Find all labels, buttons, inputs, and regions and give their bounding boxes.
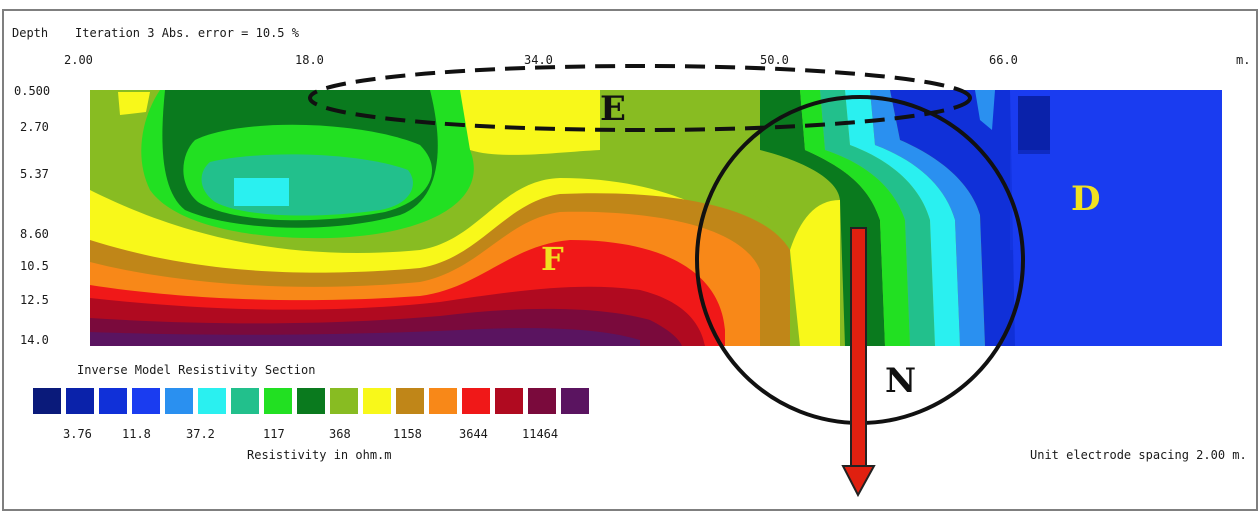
x-tick-label: 34.0 [524, 53, 553, 67]
legend-label: 117 [263, 427, 285, 441]
legend-swatch [297, 388, 325, 414]
contour-yellow-patch [118, 92, 150, 115]
x-axis-ticks: 2.00 18.0 34.0 50.0 66.0 [64, 53, 1018, 67]
legend-unit-label: Resistivity in ohm.m [247, 448, 392, 462]
annotation-d: D [1071, 179, 1100, 219]
contour-top-cyan-notch [975, 90, 995, 130]
legend-swatch [561, 388, 589, 414]
electrode-spacing-label: Unit electrode spacing 2.00 m. [1030, 448, 1247, 462]
legend-swatch [66, 388, 94, 414]
annotation-e: E [600, 89, 626, 129]
legend-label: 37.2 [186, 427, 215, 441]
contour-teal-core [201, 154, 413, 216]
depth-tick-label: 5.37 [20, 167, 49, 181]
depth-tick-label: 0.500 [14, 84, 50, 98]
legend-swatch [33, 388, 61, 414]
depth-axis-ticks: 0.500 2.70 5.37 8.60 10.5 12.5 14.0 [14, 84, 50, 347]
legend-label: 3.76 [63, 427, 92, 441]
contour-green-right [800, 90, 910, 346]
depth-label: Depth [12, 26, 48, 40]
legend-swatch [363, 388, 391, 414]
x-tick-label: 18.0 [295, 53, 324, 67]
depth-tick-label: 2.70 [20, 120, 49, 134]
legend-swatch [231, 388, 259, 414]
legend-swatch [198, 388, 226, 414]
contour-cyan-core [234, 178, 289, 206]
legend-swatch [99, 388, 127, 414]
depth-tick-label: 8.60 [20, 227, 49, 241]
x-unit-label: m. [1236, 53, 1250, 67]
x-tick-label: 2.00 [64, 53, 93, 67]
resistivity-section [90, 90, 1222, 346]
legend-swatch [495, 388, 523, 414]
contour-teal-right [820, 90, 935, 346]
arrow-shaft [850, 227, 867, 467]
legend-swatch [132, 388, 160, 414]
legend-swatches [33, 388, 589, 414]
legend-label: 11.8 [122, 427, 151, 441]
legend-labels: 3.76 11.8 37.2 117 368 1158 3644 11464 [63, 427, 558, 441]
x-tick-label: 50.0 [760, 53, 789, 67]
annotation-n: N [885, 361, 916, 401]
depth-tick-label: 12.5 [20, 293, 49, 307]
contour-yellow-top [455, 90, 600, 155]
legend-label: 11464 [522, 427, 558, 441]
legend-swatch [396, 388, 424, 414]
legend-label: 3644 [459, 427, 488, 441]
depth-tick-label: 10.5 [20, 259, 49, 273]
legend-swatch [165, 388, 193, 414]
x-tick-label: 66.0 [989, 53, 1018, 67]
legend-swatch [462, 388, 490, 414]
contour-purple [90, 328, 640, 346]
arrow-head [841, 465, 876, 498]
depth-tick-label: 14.0 [20, 333, 49, 347]
annotation-f: F [541, 240, 564, 278]
legend-label: 368 [329, 427, 351, 441]
legend-swatch [429, 388, 457, 414]
iteration-text: Iteration 3 Abs. error = 10.5 % [75, 26, 300, 40]
contour-blue-band [1010, 150, 1222, 250]
contour-cyan-right [845, 90, 960, 346]
contour-dark-blue-patch [1018, 96, 1050, 154]
legend-swatch [264, 388, 292, 414]
legend-swatch [528, 388, 556, 414]
contour-yellow-right [790, 200, 840, 346]
zone-e-dashed-outline [308, 64, 972, 132]
legend-label: 1158 [393, 427, 422, 441]
legend-title: Inverse Model Resistivity Section [77, 363, 315, 377]
legend-swatch [330, 388, 358, 414]
contour-light-blue-right [870, 90, 985, 346]
